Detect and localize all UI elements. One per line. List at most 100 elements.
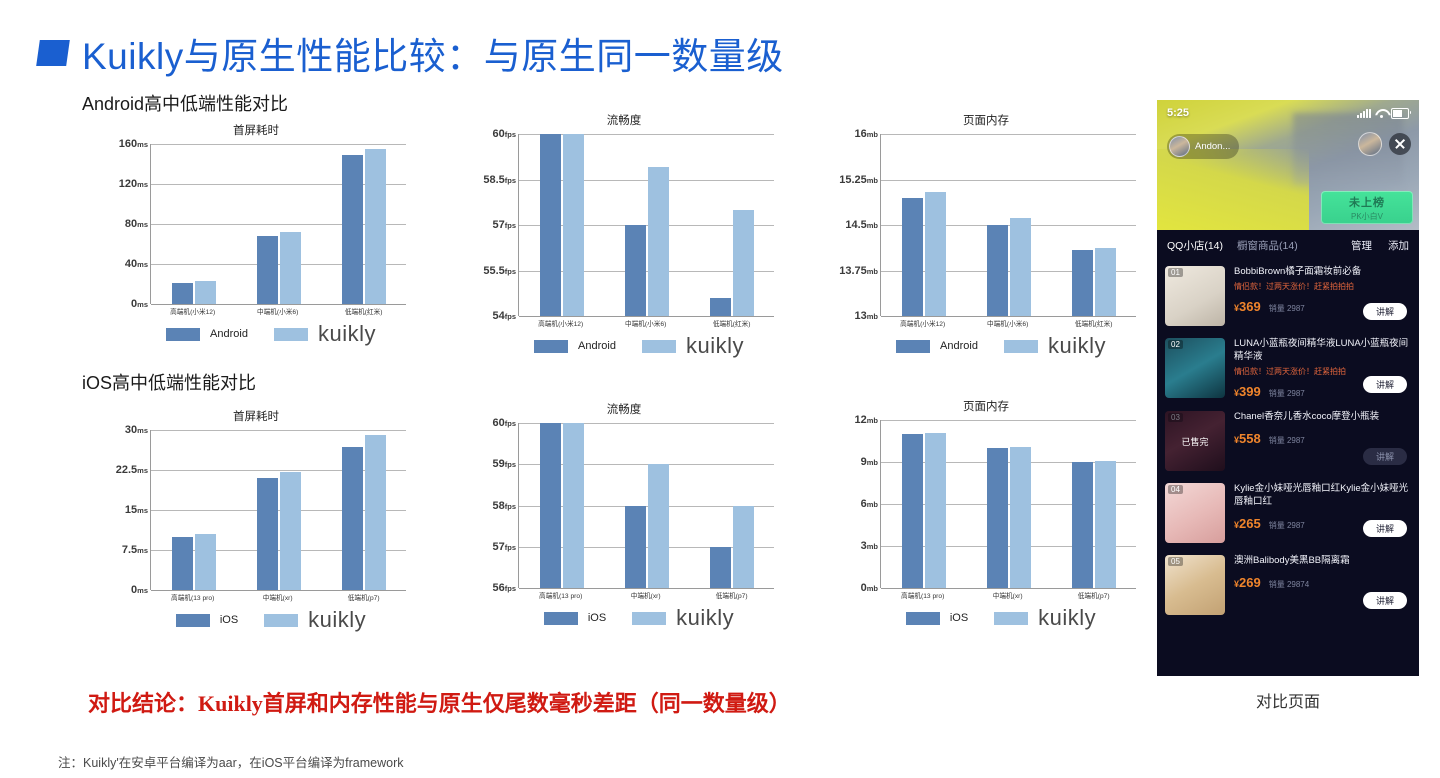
bar-kuikly xyxy=(562,423,584,588)
y-axis-tick: 0ms xyxy=(131,584,148,596)
explain-button[interactable]: 讲解 xyxy=(1363,592,1407,610)
pk-badge-subtitle: PK小白V xyxy=(1350,211,1383,221)
legend-label-kuikly: kuikly xyxy=(317,321,376,346)
section-heading-ios: iOS高中低端性能对比 xyxy=(82,373,257,393)
bar-android xyxy=(256,236,278,304)
gridline xyxy=(519,270,774,272)
product-rank-badge: 02 xyxy=(1168,340,1183,349)
bar-kuikly xyxy=(194,281,216,304)
gridline xyxy=(519,505,774,507)
product-info: LUNA小蓝瓶夜间精华液LUNA小蓝瓶夜间精华液 情侣款！过两天涨价！赶紧拍拍 ¥3… xyxy=(1225,338,1411,399)
explain-button[interactable]: 讲解 xyxy=(1363,303,1407,320)
explain-button[interactable]: 讲解 xyxy=(1363,376,1407,394)
explain-button[interactable]: 讲解 xyxy=(1363,520,1407,538)
gridline xyxy=(151,510,406,511)
bar-kuikly xyxy=(647,464,669,588)
bar-android xyxy=(901,197,923,316)
product-price-row: ¥369 销量 2987 xyxy=(1234,299,1411,314)
gridline xyxy=(151,430,406,431)
y-axis-tick: 15ms xyxy=(124,504,148,516)
product-thumbnail: 05 xyxy=(1165,555,1225,616)
bar-kuikly xyxy=(364,435,386,590)
product-thumbnail: 01 xyxy=(1165,266,1225,326)
product-sales: 销量 2987 xyxy=(1268,389,1305,399)
x-axis-tick-label: 高端机(13 pro) xyxy=(539,593,583,600)
product-list: 01 BobbiBrown橘子面霜妆前必备 情侣款！过两天涨价！赶紧拍拍拍 ¥369 销… xyxy=(1157,260,1419,621)
bar-group xyxy=(236,144,321,304)
explain-button[interactable]: 讲解 xyxy=(1363,448,1407,466)
bar-group xyxy=(519,423,604,588)
y-axis-tick: 80ms xyxy=(124,218,148,230)
gridline xyxy=(881,134,1136,135)
gridline xyxy=(519,464,774,466)
chart-legend: iOS kuikly xyxy=(474,607,774,629)
product-price: ¥369 xyxy=(1234,299,1261,315)
product-list-item[interactable]: 02 LUNA小蓝瓶夜间精华液LUNA小蓝瓶夜间精华液 情侣款！过两天涨价！赶紧拍拍… xyxy=(1165,332,1411,405)
add-button[interactable]: 添加 xyxy=(1388,239,1409,252)
bar-kuikly xyxy=(562,134,584,316)
product-list-item[interactable]: 04 Kylie金小妹哑光唇釉口红Kylie金小妹哑光唇釉口红 ¥265 销量 298… xyxy=(1165,477,1411,549)
gridline xyxy=(151,224,406,225)
avatar[interactable] xyxy=(1358,132,1382,156)
chart-android-startup: 首屏耗时 0ms 40ms 80ms 120ms 160ms 高端机(小米12) 中端机(小米… xyxy=(106,124,406,345)
y-axis: 0mb 3mb 6mb 9mb 12mb xyxy=(836,414,880,594)
gridline xyxy=(881,504,1136,505)
y-axis-tick: 7.5ms xyxy=(121,544,148,556)
y-axis: 0ms 7.5ms 15ms 22.5ms 30ms xyxy=(106,424,150,596)
gridline xyxy=(881,588,1136,589)
anchor-chip[interactable]: Andon... xyxy=(1167,134,1240,159)
product-sales: 销量 29874 xyxy=(1268,579,1310,589)
legend-swatch-native xyxy=(543,611,578,625)
product-rank-badge: 05 xyxy=(1168,557,1183,567)
y-axis-tick: 12mb xyxy=(854,414,879,426)
y-axis-tick: 16mb xyxy=(854,128,879,140)
y-axis-tick: 0mb xyxy=(860,582,878,594)
tab-window-goods[interactable]: 橱窗商品(14) xyxy=(1237,239,1298,252)
y-axis: 54fps 55.5fps 57fps 58.5fps 60fps xyxy=(474,128,518,322)
chart-legend: iOS kuikly xyxy=(836,607,1136,629)
bar-kuikly xyxy=(647,167,669,316)
x-axis-tick-label: 低端机(p7) xyxy=(347,595,380,602)
manage-button[interactable]: 管理 xyxy=(1351,239,1372,252)
bar-kuikly xyxy=(279,232,301,304)
y-axis-tick: 0ms xyxy=(131,298,148,310)
bar-group xyxy=(689,423,774,588)
x-axis-tick-label: 中端机(小米6) xyxy=(625,321,667,328)
product-list-item[interactable]: 03已售完 Chanel香奈儿香水coco摩登小瓶装 ¥558 销量 2987 讲解 xyxy=(1165,405,1411,477)
y-axis-tick: 59fps xyxy=(492,458,517,471)
bar-group xyxy=(236,430,321,590)
tab-qq-shop[interactable]: QQ小店(14) xyxy=(1167,239,1224,252)
legend-swatch-kuikly xyxy=(994,611,1029,625)
bar-kuikly xyxy=(364,149,386,304)
y-axis: 13mb 13.75mb 14.5mb 15.25mb 16mb xyxy=(836,128,880,322)
product-list-item[interactable]: 05 澳洲Balibody美黑BB隔离霜 ¥269 销量 29874 讲解 xyxy=(1165,549,1411,621)
bar-ios xyxy=(341,447,363,590)
bar-groups xyxy=(519,134,774,316)
legend-swatch-kuikly xyxy=(273,327,308,341)
y-axis-tick: 58fps xyxy=(492,499,517,512)
y-axis-tick: 15.25mb xyxy=(839,173,878,186)
signal-bars-icon xyxy=(1357,108,1371,118)
video-top-right-controls xyxy=(1358,132,1411,156)
bar-group xyxy=(689,134,774,316)
sold-out-overlay: 已售完 xyxy=(1165,411,1225,472)
bar-group xyxy=(966,420,1051,588)
wifi-icon xyxy=(1375,109,1387,118)
x-axis-tick-label: 低端机(红米) xyxy=(344,309,383,316)
gridline xyxy=(881,179,1136,181)
legend-label-kuikly: kuikly xyxy=(676,605,735,630)
bar-group xyxy=(321,430,406,590)
bar-group xyxy=(604,423,689,588)
product-thumbnail: 04 xyxy=(1165,483,1225,544)
bar-android xyxy=(986,225,1008,316)
bar-kuikly xyxy=(732,505,754,588)
legend-label-native: iOS xyxy=(219,614,239,626)
chart-title: 首屏耗时 xyxy=(233,125,279,137)
x-axis: 高端机(小米12) 中端机(小米6) 低端机(红米) xyxy=(106,307,406,317)
product-list-item[interactable]: 01 BobbiBrown橘子面霜妆前必备 情侣款！过两天涨价！赶紧拍拍拍 ¥369 销… xyxy=(1165,260,1411,332)
bar-group xyxy=(321,144,406,304)
bar-group xyxy=(881,420,966,588)
close-icon[interactable] xyxy=(1389,133,1411,155)
pk-rank-badge[interactable]: 未上榜 PK小白V xyxy=(1321,191,1413,224)
anchor-name: Andon... xyxy=(1195,141,1231,152)
